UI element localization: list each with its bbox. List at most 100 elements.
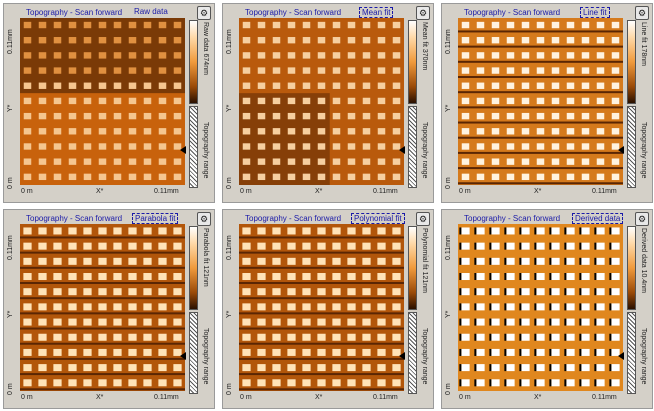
topography-feature [506, 67, 515, 74]
triangle-left-icon[interactable] [180, 146, 186, 154]
topography-feature [581, 348, 590, 356]
topography-feature [83, 379, 92, 387]
triangle-left-icon[interactable] [618, 146, 624, 154]
topography-range-slider[interactable] [189, 312, 198, 394]
topography-image[interactable] [239, 224, 404, 391]
topography-range-slider[interactable] [189, 106, 198, 188]
topography-feature [98, 143, 107, 150]
fit-mode-dropdown[interactable]: Raw data [134, 7, 168, 16]
topography-feature [302, 242, 311, 250]
topography-feature [506, 333, 515, 341]
topography-feature [362, 37, 371, 44]
topography-feature [23, 67, 32, 74]
topography-feature [377, 227, 386, 235]
topography-feature [242, 303, 251, 311]
topography-feature [521, 67, 530, 74]
gear-icon[interactable]: ⚙ [197, 6, 211, 20]
gear-icon[interactable]: ⚙ [416, 212, 430, 226]
fit-mode-dropdown[interactable]: Polynomial fit [351, 213, 405, 224]
topography-feature [566, 379, 575, 387]
topography-range-slider[interactable] [408, 312, 417, 394]
topography-feature [476, 348, 485, 356]
topography-feature [377, 21, 386, 29]
topography-feature [491, 52, 500, 59]
fit-mode-dropdown[interactable]: Line fit [580, 7, 610, 18]
y-axis-max-label: 0.11mm [226, 29, 233, 54]
panel-title: Topography - Scan forward [26, 214, 123, 223]
topography-feature [392, 82, 401, 89]
topography-image[interactable] [458, 224, 623, 391]
topography-feature [476, 333, 485, 341]
x-axis-min-label: 0 m [240, 394, 252, 401]
topography-feature [476, 97, 485, 105]
topography-feature [392, 112, 401, 120]
topography-feature [521, 112, 530, 120]
gear-icon[interactable]: ⚙ [197, 212, 211, 226]
topography-feature [491, 242, 500, 250]
topography-feature [128, 364, 137, 372]
topography-feature [377, 82, 386, 89]
topography-feature [317, 67, 326, 74]
x-axis-min-label: 0 m [21, 188, 33, 195]
topography-feature [302, 227, 311, 235]
topography-feature [392, 257, 401, 265]
topography-feature [566, 128, 575, 135]
topography-image[interactable] [239, 18, 404, 185]
topography-feature [392, 173, 401, 181]
topography-feature [332, 257, 341, 265]
topography-range-slider[interactable] [627, 106, 636, 188]
topography-feature [113, 52, 122, 59]
topography-feature [566, 318, 575, 326]
triangle-left-icon[interactable] [399, 352, 405, 360]
x-axis-max-label: 0.11mm [592, 188, 617, 195]
topography-feature [68, 173, 77, 181]
topography-feature [566, 273, 575, 281]
topography-feature [98, 173, 107, 181]
topography-feature [98, 21, 107, 29]
gear-icon[interactable]: ⚙ [635, 212, 649, 226]
topography-feature [506, 21, 515, 29]
topography-feature [347, 318, 356, 326]
triangle-left-icon[interactable] [399, 146, 405, 154]
fit-mode-dropdown[interactable]: Parabola fit [132, 213, 179, 224]
topography-feature [242, 273, 251, 281]
topography-range-slider[interactable] [408, 106, 417, 188]
topography-range-label: Topography range [640, 122, 647, 179]
gear-icon[interactable]: ⚙ [416, 6, 430, 20]
topography-feature [581, 303, 590, 311]
topography-feature [173, 52, 182, 59]
topography-feature [362, 348, 371, 356]
topography-image[interactable] [20, 224, 185, 391]
topography-feature [53, 303, 62, 311]
topography-feature [83, 364, 92, 372]
topography-feature [332, 82, 341, 89]
chart-panel: Topography - Scan forward Derived data ⚙… [441, 209, 653, 409]
topography-feature [491, 37, 500, 44]
topography-feature [476, 257, 485, 265]
topography-feature [128, 333, 137, 341]
topography-feature [242, 112, 251, 120]
triangle-left-icon[interactable] [180, 352, 186, 360]
topography-feature [257, 97, 266, 105]
topography-feature [506, 52, 515, 59]
fit-mode-dropdown[interactable]: Derived data [572, 213, 624, 224]
topography-feature [317, 227, 326, 235]
topography-feature [287, 318, 296, 326]
topography-feature [272, 288, 281, 296]
topography-feature [128, 37, 137, 44]
topography-feature [158, 303, 167, 311]
topography-image[interactable] [20, 18, 185, 185]
topography-range-slider[interactable] [627, 312, 636, 394]
topography-feature [287, 303, 296, 311]
fit-mode-dropdown[interactable]: Mean fit [359, 7, 394, 18]
topography-feature [287, 257, 296, 265]
topography-feature [317, 379, 326, 387]
topography-feature [113, 67, 122, 74]
topography-feature [83, 97, 92, 105]
triangle-left-icon[interactable] [618, 352, 624, 360]
gear-icon[interactable]: ⚙ [635, 6, 649, 20]
topography-image[interactable] [458, 18, 623, 185]
topography-feature [491, 348, 500, 356]
topography-feature [332, 112, 341, 120]
topography-feature [68, 242, 77, 250]
